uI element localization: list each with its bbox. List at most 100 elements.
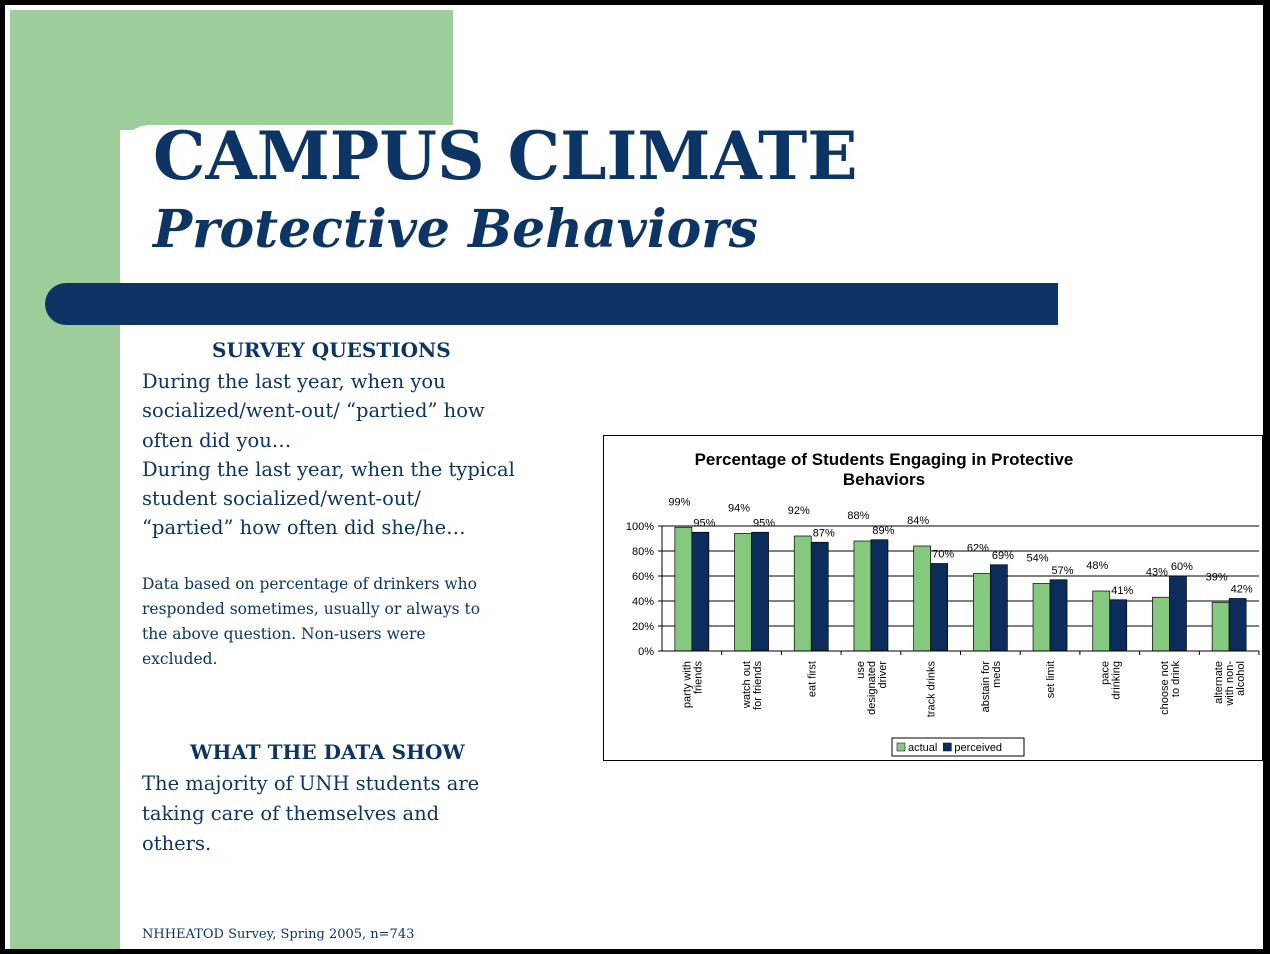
text-line: responded sometimes, usually or always t…: [142, 600, 481, 618]
bar: [1049, 579, 1068, 652]
data-label: 84%: [907, 515, 929, 527]
data-label: 62%: [967, 543, 989, 555]
x-tick-label: set limit: [1045, 661, 1057, 698]
bar: [691, 531, 710, 652]
text-line: During the last year, when you: [142, 370, 446, 393]
legend-box: [891, 737, 1025, 757]
data-label: 88%: [847, 510, 869, 522]
y-tick-label: 100%: [626, 521, 654, 533]
green-strip: [10, 10, 120, 949]
text-line: excluded.: [142, 650, 218, 668]
bar: [793, 535, 812, 652]
bar: [734, 533, 752, 652]
data-label: 87%: [813, 527, 835, 539]
data-label: 48%: [1086, 560, 1108, 572]
x-tick-label: use: [855, 661, 867, 679]
title: CAMPUS CLIMATE: [153, 117, 858, 195]
y-tick-label: 20%: [632, 621, 654, 633]
data-label: 54%: [1027, 553, 1049, 565]
bar: [674, 526, 693, 652]
x-tick-label: track drinks: [926, 661, 938, 718]
bar: [973, 573, 991, 652]
text-line: socialized/went-out/ “partied” how: [142, 399, 485, 423]
bar: [1032, 583, 1051, 652]
data-label: 41%: [1111, 585, 1133, 597]
x-tick-label: drinking: [1110, 661, 1122, 700]
data-label: 99%: [668, 496, 690, 508]
slide: CAMPUS CLIMATE Protective Behaviors SURV…: [5, 5, 1263, 949]
chart: 0%20%40%60%80%100%99%95%party with friend…: [626, 496, 1260, 757]
bar: [1092, 590, 1111, 652]
bar: [913, 545, 931, 652]
x-tick-label: driver: [877, 661, 889, 689]
bar: [1169, 575, 1187, 652]
x-tick-label: alternate: [1213, 661, 1225, 704]
legend: actual perceived: [891, 737, 1025, 757]
y-tick-label: 60%: [632, 571, 654, 583]
x-tick-label: designated: [866, 661, 878, 715]
source: NHHEATOD Survey, Spring 2005, n=743: [142, 927, 415, 942]
chart-title: Percentage of Students Engaging in Prote…: [694, 450, 1074, 489]
subtitle: Protective Behaviors: [153, 199, 758, 260]
legend-swatch: [943, 742, 952, 752]
data-label: 43%: [1146, 566, 1168, 578]
text-line: During the last year, when the typical: [142, 457, 515, 481]
x-tick-label: choose not: [1159, 661, 1171, 715]
x-tick-label: party with: [681, 661, 693, 708]
data-label: 95%: [693, 517, 715, 529]
data-label: 60%: [1171, 561, 1193, 573]
text-line: often did you…: [142, 428, 292, 452]
x-tick-label: with non-: [1224, 661, 1236, 707]
bar: [1152, 596, 1170, 652]
data-label: 42%: [1231, 584, 1253, 596]
note-text: Data based on percentage of drinkers who…: [142, 572, 480, 672]
data-label: 57%: [1052, 565, 1074, 577]
x-tick-label: eat first: [806, 661, 818, 697]
chart-box: Percentage of Students Engaging in Prote…: [603, 435, 1263, 761]
x-tick-label: friends: [692, 661, 704, 695]
x-tick-label: pace: [1099, 661, 1111, 685]
text-line: the above question. Non-users were: [142, 625, 426, 643]
bar: [930, 563, 948, 652]
title-bar: [45, 283, 1058, 325]
data-label: 94%: [728, 503, 750, 515]
survey-heading: SURVEY QUESTIONS: [212, 338, 451, 362]
text-line: others.: [142, 832, 212, 855]
data-text: The majority of UNH students are taking c…: [142, 769, 479, 859]
text-line: Data based on percentage of drinkers who: [142, 575, 477, 593]
x-tick-label: meds: [991, 661, 1003, 688]
data-label: 92%: [788, 505, 810, 517]
data-label: 95%: [753, 517, 775, 529]
x-tick-label: alcohol: [1235, 661, 1247, 696]
legend-swatch: [896, 742, 906, 752]
data-label: 39%: [1206, 571, 1228, 583]
data-label: 89%: [872, 525, 894, 537]
bar: [751, 531, 769, 652]
x-tick-label: watch out: [741, 661, 753, 709]
bar: [990, 564, 1008, 652]
bar: [853, 540, 872, 652]
data-label: 69%: [992, 550, 1014, 562]
x-tick-label: abstain for: [980, 661, 992, 713]
data-label: 70%: [932, 549, 954, 561]
survey-text: During the last year, when you socialized…: [142, 367, 515, 543]
legend-label: perceived: [954, 742, 1002, 754]
y-tick-label: 0%: [638, 646, 654, 658]
bar: [810, 541, 829, 652]
y-tick-label: 40%: [632, 596, 654, 608]
x-tick-label: to drink: [1170, 661, 1182, 698]
text-line: student socialized/went-out/: [142, 487, 421, 511]
text-line: “partied” how often did she/he…: [142, 516, 466, 540]
x-tick-label: for friends: [752, 661, 764, 710]
bar: [1109, 599, 1128, 652]
legend-label: actual: [908, 742, 937, 754]
bar: [1211, 601, 1230, 652]
bar: [870, 539, 889, 652]
green-block: [10, 10, 453, 130]
y-tick-label: 80%: [632, 546, 654, 558]
text-line: The majority of UNH students are: [142, 772, 480, 795]
bar: [1228, 598, 1247, 652]
text-line: taking care of themselves and: [142, 802, 440, 825]
data-heading: WHAT THE DATA SHOW: [190, 740, 465, 764]
